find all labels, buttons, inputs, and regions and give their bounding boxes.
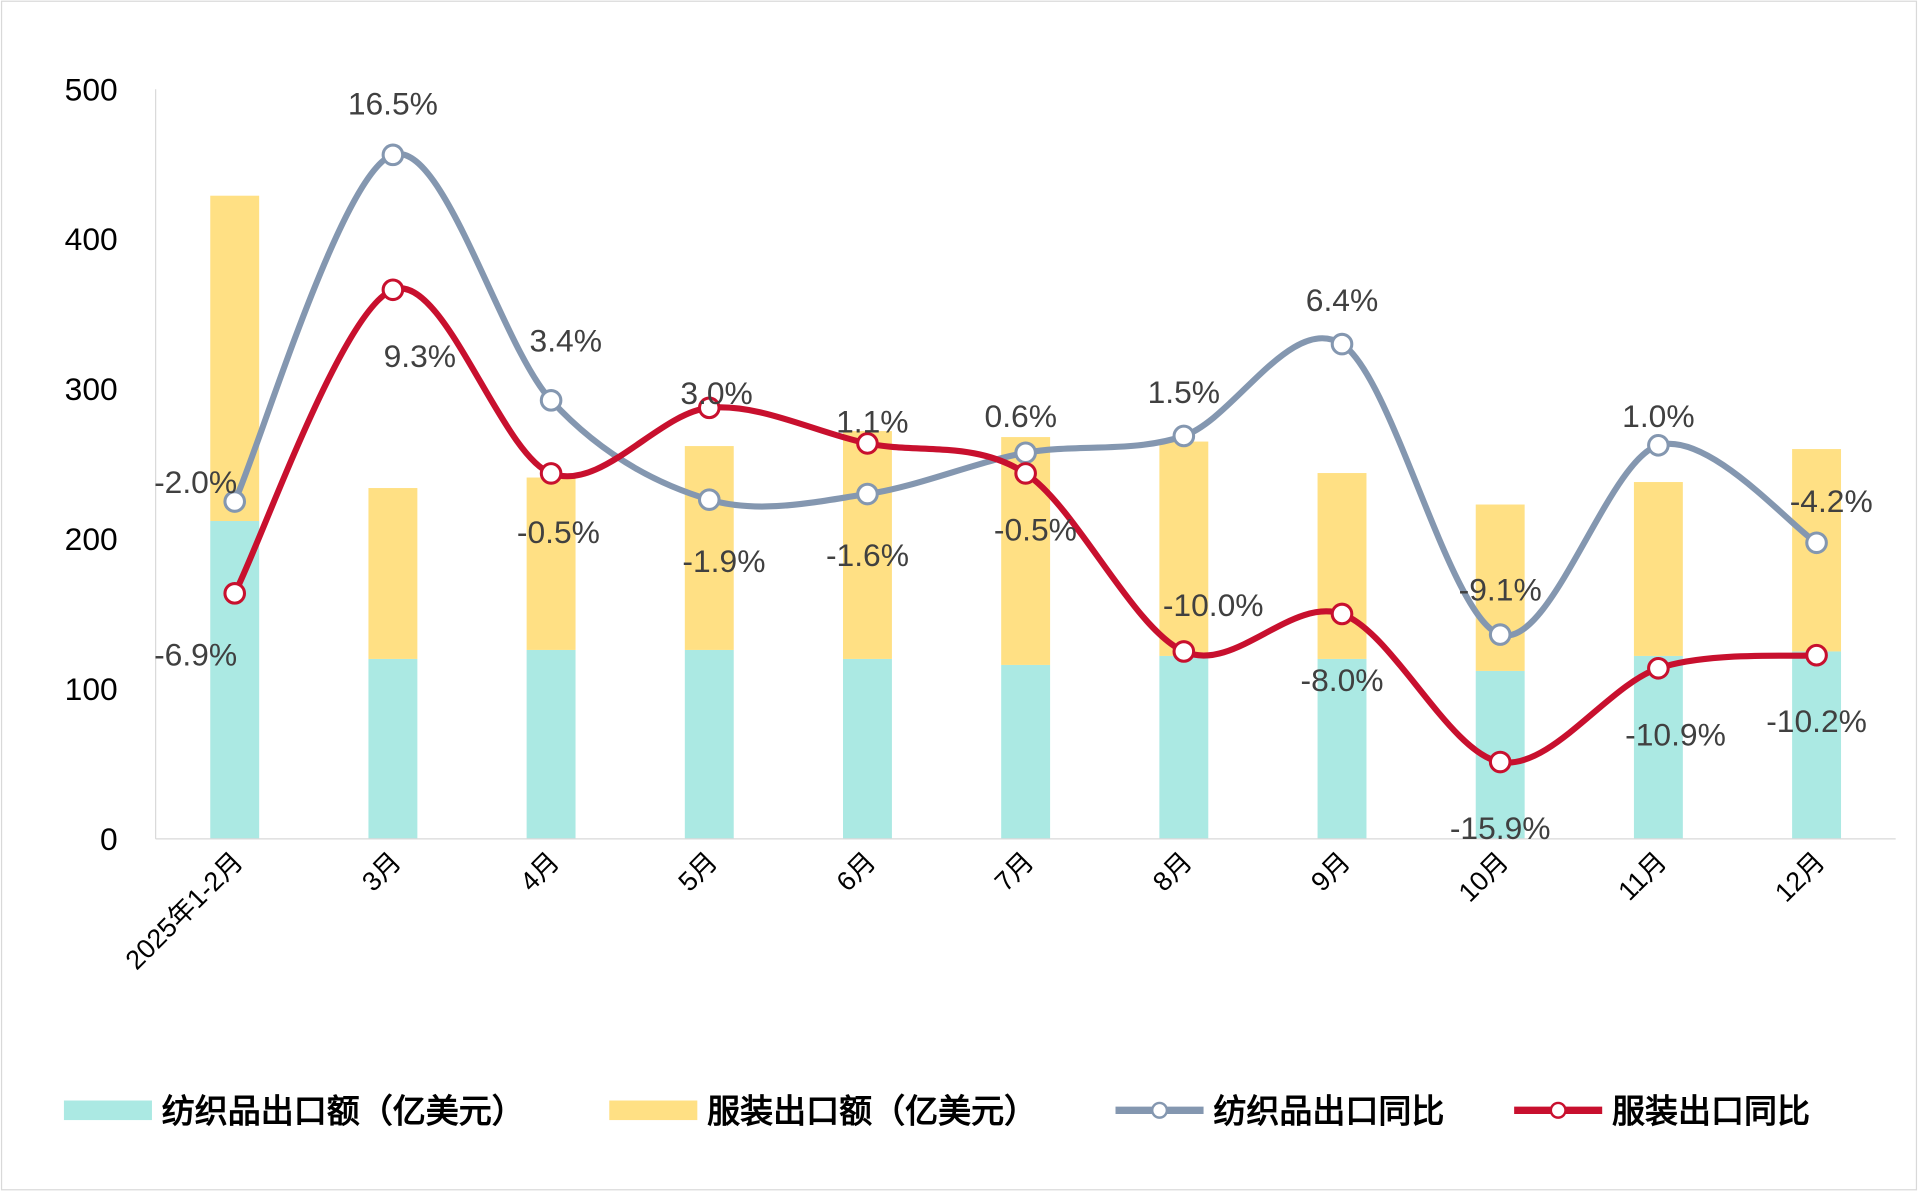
apparel-yoy-point: [223, 582, 247, 605]
textile-bar: [1317, 658, 1367, 839]
textile-yoy-point: [697, 488, 721, 511]
apparel-yoy-point: [381, 278, 405, 302]
textile-yoy-data-label: 6.4%: [1306, 282, 1378, 318]
apparel-yoy-data-label: -10.0%: [1163, 587, 1264, 623]
legend-label: 纺织品出口同比: [1213, 1093, 1444, 1130]
apparel-bar: [368, 488, 418, 659]
textile-yoy-data-label: -1.9%: [682, 543, 765, 579]
textile-bar: [1792, 651, 1842, 839]
textile-yoy-data-label: -4.2%: [1790, 483, 1873, 519]
apparel-yoy-data-label: -0.5%: [517, 514, 600, 550]
textile-yoy-point: [381, 143, 405, 167]
textile-yoy-data-label: -2.0%: [154, 464, 237, 500]
apparel-yoy-point: [856, 432, 879, 455]
apparel-yoy-point: [539, 462, 563, 485]
y-tick-label: 100: [65, 671, 118, 707]
textile-yoy-data-label: 0.6%: [985, 398, 1057, 434]
apparel-yoy-data-label: -15.9%: [1450, 810, 1551, 846]
textile-yoy-point: [539, 389, 563, 412]
apparel-yoy-data-label: -0.5%: [994, 512, 1077, 548]
textile-yoy-data-label: 3.4%: [530, 322, 602, 358]
textile-yoy-point: [1014, 441, 1037, 465]
textile-bar: [1159, 655, 1209, 839]
apparel-yoy-data-label: -6.9%: [154, 636, 237, 672]
apparel-yoy-data-label: 9.3%: [384, 338, 456, 374]
apparel-bar: [1159, 441, 1209, 656]
textile-yoy-point: [1488, 623, 1512, 646]
textile-yoy-point: [1172, 424, 1196, 448]
apparel-yoy-point: [1330, 602, 1354, 626]
textile-bar: [1001, 664, 1051, 839]
legend-swatch: [63, 1100, 152, 1121]
apparel-yoy-point: [1647, 656, 1670, 680]
textile-bar: [843, 658, 892, 839]
apparel-bar: [684, 446, 734, 650]
apparel-yoy-data-label: -10.2%: [1766, 703, 1867, 739]
apparel-yoy-point: [1805, 643, 1828, 667]
textile-yoy-point: [1647, 433, 1670, 457]
y-tick-label: 400: [65, 221, 118, 257]
textile-yoy-point: [223, 490, 247, 513]
apparel-yoy-point: [1488, 750, 1512, 774]
apparel-bar: [1317, 473, 1367, 659]
legend-label: 纺织品出口额（亿美元）: [162, 1093, 525, 1130]
apparel-bar: [1633, 482, 1683, 656]
textile-yoy-data-label: 16.5%: [348, 85, 438, 121]
y-tick-label: 500: [65, 71, 118, 107]
textile-yoy-data-label: 1.0%: [1622, 398, 1694, 434]
legend-marker: [1150, 1101, 1169, 1119]
y-tick-label: 0: [100, 821, 118, 857]
legend-marker: [1549, 1101, 1567, 1119]
textile-yoy-data-label: -9.1%: [1459, 571, 1542, 607]
y-tick-label: 300: [65, 371, 118, 407]
apparel-yoy-point: [697, 396, 721, 420]
legend-swatch: [609, 1100, 698, 1121]
apparel-bar: [526, 477, 576, 650]
textile-yoy-point: [856, 482, 879, 506]
apparel-yoy-line: [232, 285, 1817, 766]
legend-label: 服装出口额（亿美元）: [707, 1093, 1037, 1130]
apparel-bar: [843, 431, 892, 659]
textile-bar: [368, 658, 418, 839]
textile-bar: [684, 649, 734, 839]
textile-bar: [526, 649, 576, 839]
textile-yoy-point: [1805, 531, 1828, 555]
apparel-yoy-data-label: 1.1%: [836, 403, 908, 439]
textile-yoy-data-label: 1.5%: [1148, 374, 1220, 410]
textile-yoy-data-label: -1.6%: [826, 537, 909, 573]
textile-yoy-point: [1330, 332, 1354, 356]
textile-bar: [1633, 655, 1683, 839]
y-tick-label: 200: [65, 521, 118, 557]
apparel-yoy-data-label: -8.0%: [1300, 662, 1383, 698]
apparel-yoy-point: [1014, 462, 1037, 485]
apparel-yoy-point: [1172, 640, 1196, 663]
legend-label: 服装出口同比: [1612, 1093, 1810, 1130]
apparel-yoy-data-label: 3.0%: [680, 375, 752, 411]
apparel-yoy-data-label: -10.9%: [1625, 716, 1726, 752]
textile-bar: [210, 521, 260, 839]
